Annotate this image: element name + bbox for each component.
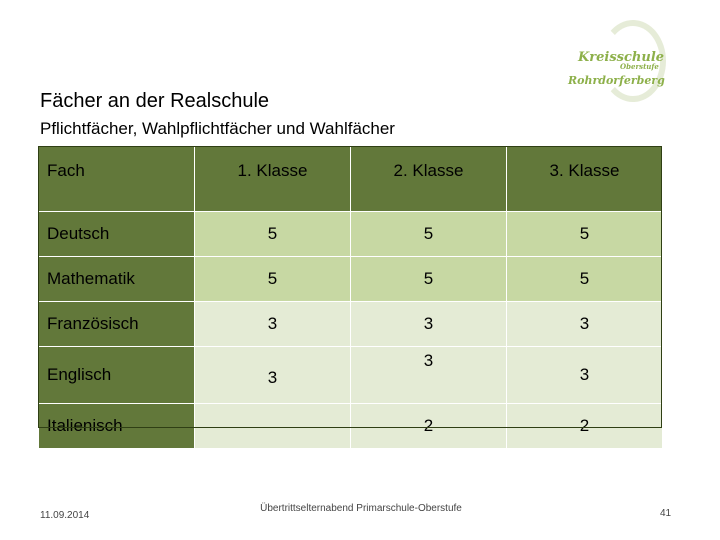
slide-subtitle: Pflichtfächer, Wahlpflichtfächer und Wah… xyxy=(40,119,395,138)
subject-cell: Mathematik xyxy=(38,256,195,302)
value-cell: 3 xyxy=(194,301,351,347)
value-cell: 5 xyxy=(194,256,351,302)
subject-cell: Französisch xyxy=(38,301,195,347)
logo-line-3: Rohrdorferberg xyxy=(568,74,665,87)
header-klasse-1: 1. Klasse xyxy=(194,146,351,212)
value-cell: 2 xyxy=(350,403,507,449)
subject-cell: Deutsch xyxy=(38,211,195,257)
subjects-table: Fach 1. Klasse 2. Klasse 3. Klasse Deuts… xyxy=(38,146,663,449)
table-row: Englisch 3 3 3 xyxy=(38,346,663,404)
logo-line-2: Oberstufe xyxy=(620,62,659,71)
value-cell: 3 xyxy=(194,346,351,404)
value-cell: 5 xyxy=(194,211,351,257)
value-cell: 3 xyxy=(350,301,507,347)
value-cell: 3 xyxy=(506,301,663,347)
header-fach: Fach xyxy=(38,146,195,212)
value-cell: 5 xyxy=(350,211,507,257)
table-row: Mathematik 5 5 5 xyxy=(38,256,663,302)
value-cell: 5 xyxy=(350,256,507,302)
value-cell: 5 xyxy=(506,211,663,257)
value-cell xyxy=(194,403,351,449)
value-cell: 3 xyxy=(350,346,507,404)
subject-cell: Italienisch xyxy=(38,403,195,449)
value-cell: 2 xyxy=(506,403,663,449)
logo-line-1: Kreisschule xyxy=(578,50,665,65)
logo-arc xyxy=(600,20,666,102)
header-klasse-2: 2. Klasse xyxy=(350,146,507,212)
table-header-row: Fach 1. Klasse 2. Klasse 3. Klasse xyxy=(38,146,663,212)
value-cell: 5 xyxy=(506,256,663,302)
value-cell: 3 xyxy=(506,346,663,404)
subject-cell: Englisch xyxy=(38,346,195,404)
slide-title: Fächer an der Realschule xyxy=(40,90,270,112)
table-row: Französisch 3 3 3 xyxy=(38,301,663,347)
school-logo: Kreisschule Oberstufe Rohrdorferberg xyxy=(560,20,670,106)
table-row: Deutsch 5 5 5 xyxy=(38,211,663,257)
footer-event-title: Übertrittselternabend Primarschule-Obers… xyxy=(260,503,462,514)
table-row: Italienisch 2 2 xyxy=(38,403,663,449)
header-klasse-3: 3. Klasse xyxy=(506,146,663,212)
footer-date: 11.09.2014 xyxy=(40,510,90,521)
slide-number: 41 xyxy=(660,508,672,519)
